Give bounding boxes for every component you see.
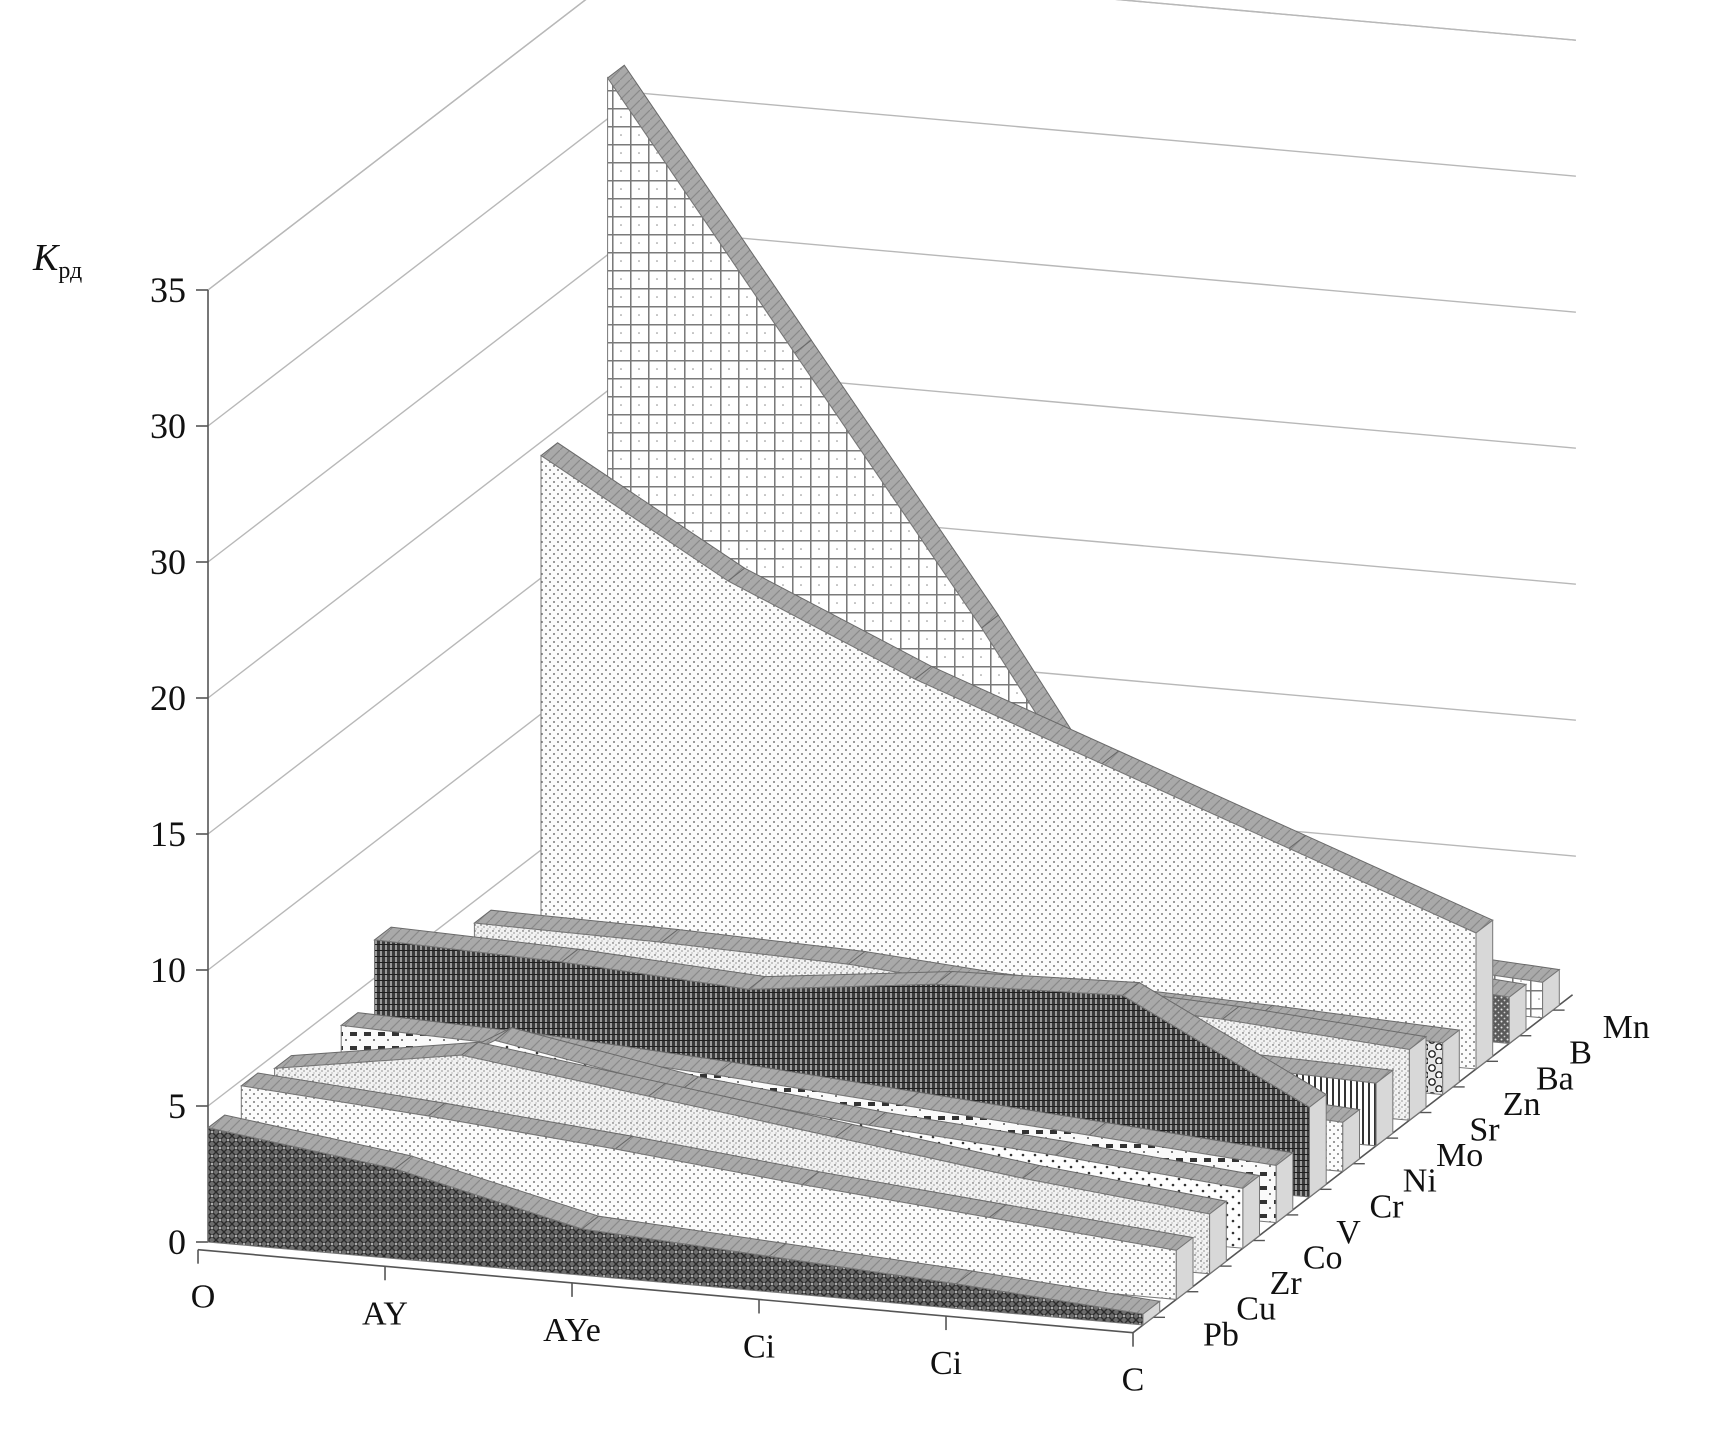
- gridline-back-wall: [640, 228, 1576, 313]
- gridline-back-wall: [640, 92, 1576, 177]
- value-axis-title-subscript: рд: [58, 258, 82, 284]
- series-label-cr: Cr: [1369, 1188, 1404, 1225]
- series-label-ni: Ni: [1403, 1163, 1437, 1200]
- gridline-left-wall: [207, 364, 642, 699]
- value-tick-label: 35: [150, 270, 186, 310]
- series-label-co: Co: [1303, 1240, 1343, 1277]
- value-tick-label: 15: [150, 814, 186, 854]
- category-label: Ci: [743, 1328, 775, 1365]
- category-label: AYe: [543, 1312, 601, 1349]
- gridline-left-wall: [207, 0, 587, 291]
- series-ba: [540, 442, 1494, 1071]
- series-end-cap: [1408, 1035, 1427, 1122]
- series-end-cap: [1175, 1236, 1194, 1301]
- series-end-cap: [1209, 1200, 1227, 1275]
- back-wall-top-edge: [1115, 0, 1576, 41]
- value-tick-label: 20: [150, 678, 186, 718]
- category-axis: [197, 1248, 1134, 1334]
- value-axis-title: Kрд: [32, 237, 82, 284]
- series-end-cap: [1542, 968, 1560, 1019]
- value-tick-label: 0: [168, 1222, 186, 1262]
- gridline-back-wall: [1115, 0, 1576, 41]
- series-end-cap: [1309, 1093, 1327, 1199]
- value-tick-label: 30: [150, 542, 186, 582]
- series-label-mn: Mn: [1603, 1009, 1650, 1046]
- wall-top-edge: [207, 0, 587, 291]
- category-label: C: [1122, 1362, 1145, 1399]
- gridline-left-wall: [207, 92, 642, 427]
- series-end-cap: [1508, 983, 1527, 1045]
- value-tick-label: 10: [150, 950, 186, 990]
- series-label-zn: Zn: [1503, 1086, 1541, 1123]
- series-end-cap: [1342, 1108, 1360, 1173]
- category-label: O: [191, 1279, 216, 1316]
- series-end-cap: [1142, 1300, 1161, 1327]
- value-tick-label: 30: [150, 406, 186, 446]
- series-end-cap: [1242, 1174, 1260, 1250]
- series-end-cap: [1275, 1151, 1294, 1224]
- series-label-b: B: [1569, 1035, 1592, 1072]
- value-tick-label: 5: [168, 1086, 186, 1126]
- category-label: Ci: [930, 1345, 962, 1382]
- series-label-sr: Sr: [1469, 1112, 1500, 1149]
- series-label-zr: Zr: [1270, 1265, 1303, 1302]
- series-label-mo: Mo: [1436, 1137, 1483, 1174]
- series-pb: [206, 1114, 1161, 1327]
- series-end-cap: [1475, 919, 1494, 1071]
- gridline-left-wall: [207, 228, 642, 563]
- series-end-cap: [1442, 1029, 1460, 1096]
- category-label: AY: [362, 1295, 408, 1332]
- series-label-v: V: [1336, 1214, 1361, 1251]
- series-cu: [240, 1072, 1195, 1301]
- series-label-cu: Cu: [1236, 1291, 1276, 1328]
- series-end-cap: [1375, 1069, 1394, 1147]
- series-label-ba: Ba: [1536, 1060, 1574, 1097]
- series-label-pb: Pb: [1203, 1316, 1239, 1353]
